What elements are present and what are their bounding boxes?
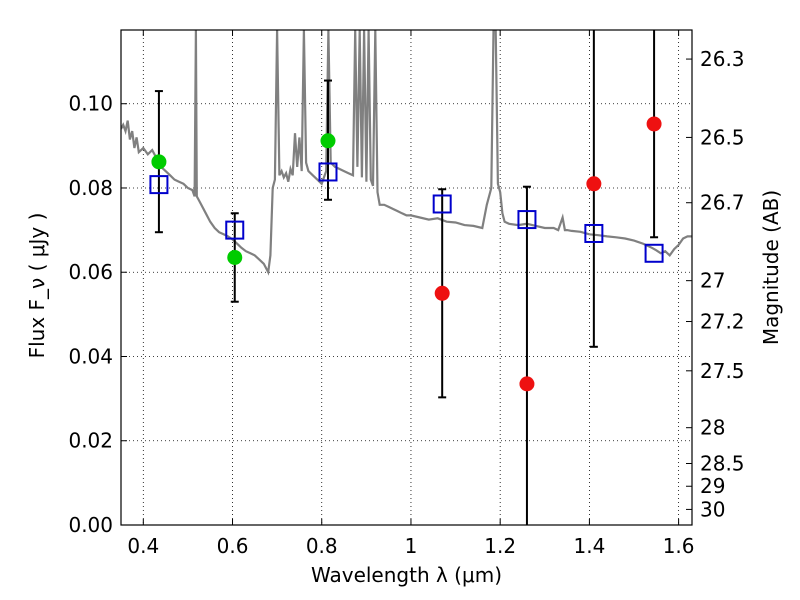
y-tick-label: 0.00 xyxy=(68,513,113,537)
y-tick-label: 0.02 xyxy=(68,429,113,453)
model-point-square xyxy=(318,162,338,182)
x-tick-label: 0.4 xyxy=(127,534,159,558)
model-point-square xyxy=(432,194,452,214)
right-tick-label: 26.3 xyxy=(700,47,745,71)
data-point-circle xyxy=(434,285,450,301)
axis-ticks: 0.4 0.6 0.8 1 1.2 1.4 1.6 0.00 0.02 0.04 0.06 0.08 0… xyxy=(68,30,745,558)
data-point-circle xyxy=(519,376,535,392)
right-tick-label: 28.5 xyxy=(700,451,745,475)
right-tick-label: 28 xyxy=(700,416,725,440)
right-tick-label: 30 xyxy=(700,497,725,521)
x-tick-label: 1 xyxy=(405,534,418,558)
grid-lines xyxy=(121,30,692,526)
x-tick-label: 0.8 xyxy=(306,534,338,558)
data-point-circle xyxy=(586,176,602,192)
model-spectrum-line xyxy=(121,30,692,276)
y-tick-label: 0.04 xyxy=(68,344,113,368)
x-tick-label: 1.6 xyxy=(663,534,695,558)
y-axis-label: Flux F_ν ( μJy ) xyxy=(25,213,49,359)
model-point-square xyxy=(584,223,604,243)
error-bars-layer xyxy=(154,30,659,525)
model-point-square xyxy=(225,220,245,240)
right-tick-label: 27 xyxy=(700,269,725,293)
data-point-circle xyxy=(320,133,336,149)
x-tick-label: 1.2 xyxy=(484,534,516,558)
plot-frame xyxy=(120,29,693,526)
x-tick-label: 0.6 xyxy=(217,534,249,558)
right-tick-label: 29 xyxy=(700,474,725,498)
right-tick-label: 26.5 xyxy=(700,125,745,149)
model-point-square xyxy=(517,210,537,230)
data-point-circle xyxy=(227,249,243,265)
y-tick-label: 0.10 xyxy=(68,92,113,116)
model-point-square xyxy=(644,243,664,263)
data-markers-layer xyxy=(149,116,664,392)
right-tick-label: 26.7 xyxy=(700,191,745,215)
right-tick-label: 27.5 xyxy=(700,359,745,383)
data-point-circle xyxy=(151,154,167,170)
y-tick-label: 0.08 xyxy=(68,176,113,200)
model-point-square xyxy=(149,175,169,195)
x-tick-label: 1.4 xyxy=(573,534,605,558)
data-point-circle xyxy=(646,116,662,132)
right-axis-label: Magnitude (AB) xyxy=(759,190,783,345)
model-spectrum-layer xyxy=(121,30,692,276)
x-axis-label: Wavelength λ (μm) xyxy=(311,563,502,587)
y-tick-label: 0.06 xyxy=(68,260,113,284)
right-tick-label: 27.2 xyxy=(700,310,745,334)
